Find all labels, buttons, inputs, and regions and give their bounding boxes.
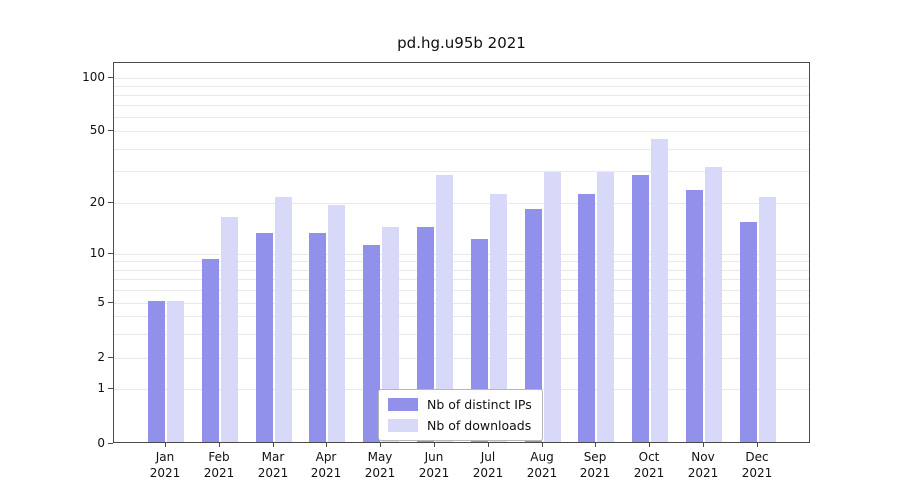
x-tick-label: Jun 2021 <box>418 450 450 480</box>
x-tick-label: Nov 2021 <box>687 450 719 480</box>
x-tick-mark <box>542 443 543 447</box>
legend-item-downloads: Nb of downloads <box>388 418 532 433</box>
y-tick-mark <box>108 253 113 254</box>
y-tick-mark <box>108 202 113 203</box>
gridline <box>114 171 809 172</box>
x-tick-mark <box>380 443 381 447</box>
gridline <box>114 131 809 132</box>
x-tick-label: Mar 2021 <box>257 450 289 480</box>
chart-title: pd.hg.u95b 2021 <box>397 34 526 52</box>
x-tick-label: Oct 2021 <box>633 450 665 480</box>
gridline <box>114 95 809 96</box>
y-tick-mark <box>108 357 113 358</box>
bar-distinct-ips <box>740 222 757 442</box>
legend-swatch-distinct-ips <box>388 398 418 411</box>
bar-distinct-ips <box>417 227 434 442</box>
x-tick-label: Jan 2021 <box>149 450 181 480</box>
x-tick-mark <box>273 443 274 447</box>
bar-downloads <box>759 197 776 442</box>
y-tick-label: 100 <box>82 70 105 84</box>
gridline <box>114 358 809 359</box>
gridline <box>114 290 809 291</box>
bar-distinct-ips <box>525 209 542 442</box>
x-tick-label: Apr 2021 <box>310 450 342 480</box>
bar-downloads <box>382 227 399 442</box>
y-tick-mark <box>108 443 113 444</box>
y-tick-mark <box>108 130 113 131</box>
x-tick-label: Aug 2021 <box>526 450 558 480</box>
legend-swatch-downloads <box>388 419 418 432</box>
x-tick-mark <box>595 443 596 447</box>
x-tick-mark <box>488 443 489 447</box>
bar-downloads <box>221 217 238 442</box>
gridline <box>114 261 809 262</box>
gridline <box>114 149 809 150</box>
bar-downloads <box>490 194 507 442</box>
legend-label-downloads: Nb of downloads <box>427 418 532 433</box>
x-tick-mark <box>649 443 650 447</box>
gridline <box>114 316 809 317</box>
gridline <box>114 117 809 118</box>
bar-downloads <box>705 167 722 442</box>
legend-label-distinct-ips: Nb of distinct IPs <box>427 397 532 412</box>
bar-distinct-ips <box>632 175 649 442</box>
gridline <box>114 86 809 87</box>
y-tick-label: 2 <box>97 350 105 364</box>
legend-item-distinct-ips: Nb of distinct IPs <box>388 397 532 412</box>
bar-downloads <box>275 197 292 442</box>
bar-downloads <box>167 301 184 442</box>
bar-downloads <box>597 172 614 442</box>
x-tick-mark <box>326 443 327 447</box>
bar-distinct-ips <box>309 233 326 442</box>
y-tick-mark <box>108 77 113 78</box>
y-tick-mark <box>108 388 113 389</box>
x-tick-mark <box>165 443 166 447</box>
y-tick-mark <box>108 302 113 303</box>
x-tick-label: May 2021 <box>364 450 396 480</box>
gridline <box>114 78 809 79</box>
gridline <box>114 105 809 106</box>
bar-distinct-ips <box>256 233 273 442</box>
plot-area: Nb of distinct IPs Nb of downloads <box>113 62 810 443</box>
x-tick-mark <box>219 443 220 447</box>
gridline <box>114 270 809 271</box>
y-tick-label: 10 <box>89 246 105 260</box>
bar-distinct-ips <box>686 190 703 442</box>
y-tick-label: 0 <box>97 436 105 450</box>
y-tick-label: 5 <box>97 295 105 309</box>
x-tick-mark <box>757 443 758 447</box>
legend: Nb of distinct IPs Nb of downloads <box>378 389 543 441</box>
bar-downloads <box>544 172 561 442</box>
gridline <box>114 303 809 304</box>
bar-downloads <box>328 205 345 442</box>
x-tick-label: Jul 2021 <box>472 450 504 480</box>
y-tick-label: 20 <box>89 195 105 209</box>
bar-distinct-ips <box>578 194 595 442</box>
x-tick-label: Feb 2021 <box>203 450 235 480</box>
x-tick-mark <box>703 443 704 447</box>
y-tick-label: 50 <box>89 123 105 137</box>
bar-distinct-ips <box>363 245 380 442</box>
gridline <box>114 279 809 280</box>
gridline <box>114 334 809 335</box>
y-tick-label: 1 <box>97 381 105 395</box>
x-tick-label: Dec 2021 <box>741 450 773 480</box>
bar-downloads <box>436 175 453 442</box>
x-tick-label: Sep 2021 <box>579 450 611 480</box>
x-tick-mark <box>434 443 435 447</box>
gridline <box>114 254 809 255</box>
bar-distinct-ips <box>202 259 219 442</box>
gridline <box>114 203 809 204</box>
bar-distinct-ips <box>148 301 165 442</box>
bar-downloads <box>651 139 668 442</box>
